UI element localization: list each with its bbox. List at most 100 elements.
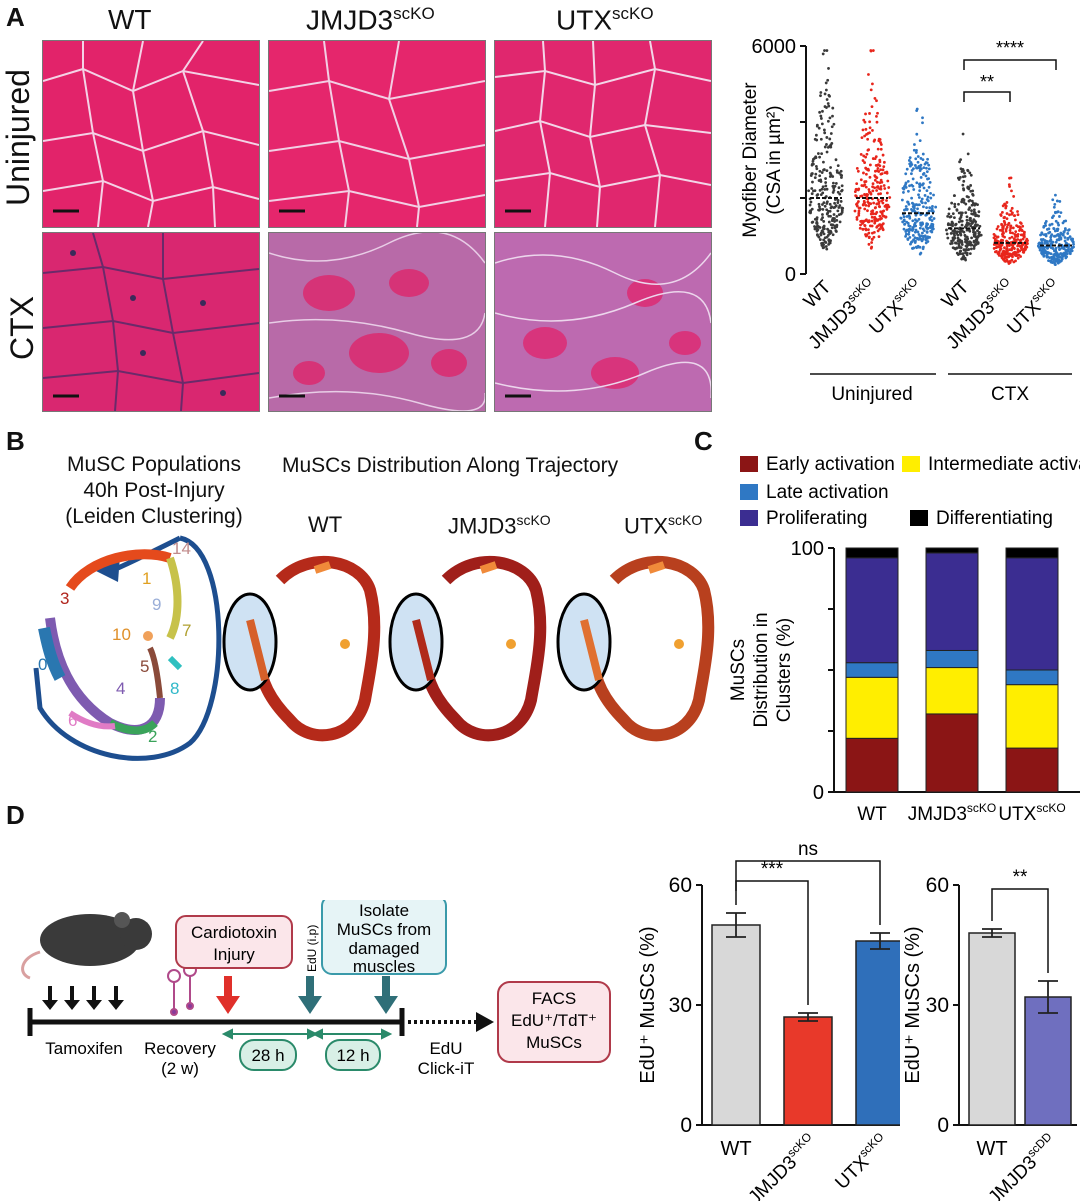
- d2-errorbar-0: [982, 928, 1002, 938]
- histology-wt-ctx: [42, 232, 260, 412]
- c-legend-swatch-1: [902, 456, 920, 472]
- col-header-utx: UTXscKO: [556, 4, 654, 36]
- c-legend-swatch-3: [740, 510, 758, 526]
- c-legend-swatch-4: [910, 510, 928, 526]
- edu-click-label-2: Click-iT: [418, 1059, 475, 1078]
- d1-xtick-1: JMJD3scKO: [743, 1130, 821, 1201]
- c-bar-1-2: [925, 649, 979, 669]
- umap-trajectory-jmjd3: [388, 555, 547, 742]
- d1-sig-bracket-1: [735, 880, 809, 1005]
- tamoxifen-arrows: [42, 986, 124, 1010]
- edu-ip-label: EdU (i.p): [305, 925, 319, 972]
- c-bar-0-1: [845, 676, 899, 739]
- umap-title-wt: WT: [308, 512, 343, 537]
- cluster-label-0: 0: [38, 655, 47, 674]
- d1-sig-1: ***: [761, 859, 784, 880]
- d2-sig-0: **: [1013, 867, 1028, 888]
- d1-tick-label-0: 0: [680, 1114, 692, 1137]
- d1-tick-label-1: 30: [669, 994, 692, 1017]
- d1-bar-0: [711, 924, 761, 1126]
- recovery-label-1: Recovery: [144, 1039, 216, 1058]
- interval-12h: 12 h: [336, 1046, 369, 1065]
- c-xtick-2: UTXscKO: [998, 801, 1065, 825]
- d1-errorbar-2: [870, 932, 890, 950]
- cluster-label-3: 3: [60, 589, 69, 608]
- mouse-icon: [21, 912, 152, 980]
- c-bar-1-1: [925, 667, 979, 715]
- a-ylabel: Myofiber Diameter (CSA in µm²): [740, 82, 785, 238]
- a-sig-0: **: [980, 72, 994, 92]
- panel-b-title: MuSC Populations 40h Post-Injury (Leiden…: [65, 453, 243, 528]
- cluster-label-14: 14: [172, 539, 191, 558]
- a-dots-1: [853, 49, 892, 250]
- cardiotoxin-label-1: Cardiotoxin: [191, 923, 277, 942]
- cluster-label-4: 4: [116, 679, 125, 698]
- d1-ylabel: EdU⁺ MuSCs (%): [637, 926, 659, 1083]
- panel-a-letter: A: [6, 2, 25, 32]
- cluster-label-1: 1: [142, 569, 151, 588]
- cluster-label-9: 9: [152, 595, 161, 614]
- a-sig-bracket-0: [963, 91, 1011, 102]
- c-bar-1-0: [925, 713, 979, 793]
- histology-jmjd3-uninjured: [268, 40, 486, 228]
- c-legend-swatch-2: [740, 484, 758, 500]
- a-dots-2: [899, 107, 938, 256]
- d2-bar-1: [1024, 996, 1072, 1126]
- c-xtick-1: JMJD3scKO: [908, 801, 996, 825]
- a-tick-label-0: 0: [785, 264, 796, 286]
- c-tick-label-0: 0: [813, 782, 824, 804]
- a-dots-0: [807, 49, 845, 251]
- row-label-uninjured: Uninjured: [0, 69, 36, 206]
- cluster-label-6: 6: [68, 711, 77, 730]
- d2-tick-label-2: 60: [926, 874, 949, 897]
- d1-xtick-2: UTXscKO: [830, 1130, 893, 1193]
- a-group-label-1: CTX: [991, 384, 1029, 405]
- d1-bar-2: [855, 940, 900, 1126]
- umap-title-jmjd3: JMJD3scKO: [448, 512, 551, 539]
- facs-label-3: MuSCs: [526, 1033, 582, 1052]
- d2-bar-0: [968, 932, 1016, 1126]
- isolate-label-1: Isolate: [359, 901, 409, 920]
- d1-bar-1: [783, 1016, 833, 1126]
- a-dots-3: [945, 132, 983, 262]
- c-bar-2-1: [1005, 684, 1059, 749]
- cluster-label-2: 2: [148, 727, 157, 746]
- a-xtick-0: WT: [800, 276, 836, 312]
- a-sig-1: ****: [996, 38, 1024, 58]
- histology-utx-uninjured: [494, 40, 712, 228]
- d2-sig-bracket-0: [991, 888, 1049, 973]
- c-tick-label-1: 100: [791, 538, 824, 560]
- panel-c-letter: C: [694, 426, 713, 456]
- d2-tick-label-1: 30: [926, 994, 949, 1017]
- a-dots-5: [1036, 193, 1075, 266]
- c-legend-label-4: Differentiating: [936, 508, 1053, 529]
- recovery-icon: [167, 963, 197, 1016]
- experimental-timeline: 28 h 12 h Cardiotoxin Injury Isolate MuS…: [21, 900, 611, 1078]
- cluster-label-7: 7: [182, 621, 191, 640]
- umap-title-utx: UTXscKO: [624, 512, 703, 539]
- d1-errorbar-0: [726, 912, 746, 938]
- facs-label-1: FACS: [532, 989, 576, 1008]
- c-bar-1-3: [925, 552, 979, 651]
- c-bar-1-4: [925, 547, 979, 554]
- c-bar-2-4: [1005, 547, 1059, 559]
- a-sig-bracket-1: [963, 59, 1057, 70]
- d1-sig-0: ns: [798, 839, 818, 860]
- histology-wt-uninjured: [42, 40, 260, 228]
- histology-utx-ctx: [494, 232, 712, 412]
- c-legend-label-3: Proliferating: [766, 508, 867, 529]
- tamoxifen-label: Tamoxifen: [45, 1039, 122, 1058]
- panel-b-letter: B: [6, 426, 25, 456]
- a-tick-label-1: 6000: [752, 36, 797, 58]
- c-legend-label-0: Early activation: [766, 454, 895, 475]
- row-label-ctx: CTX: [4, 296, 40, 360]
- d1-errorbar-1: [798, 1012, 818, 1022]
- recovery-label-2: (2 w): [161, 1059, 199, 1078]
- col-header-wt: WT: [108, 4, 152, 35]
- a-dots-4: [992, 176, 1029, 265]
- d2-xtick-0: WT: [976, 1138, 1007, 1160]
- chart-c-stacked: Early activation Intermediate activation L…: [730, 454, 1080, 825]
